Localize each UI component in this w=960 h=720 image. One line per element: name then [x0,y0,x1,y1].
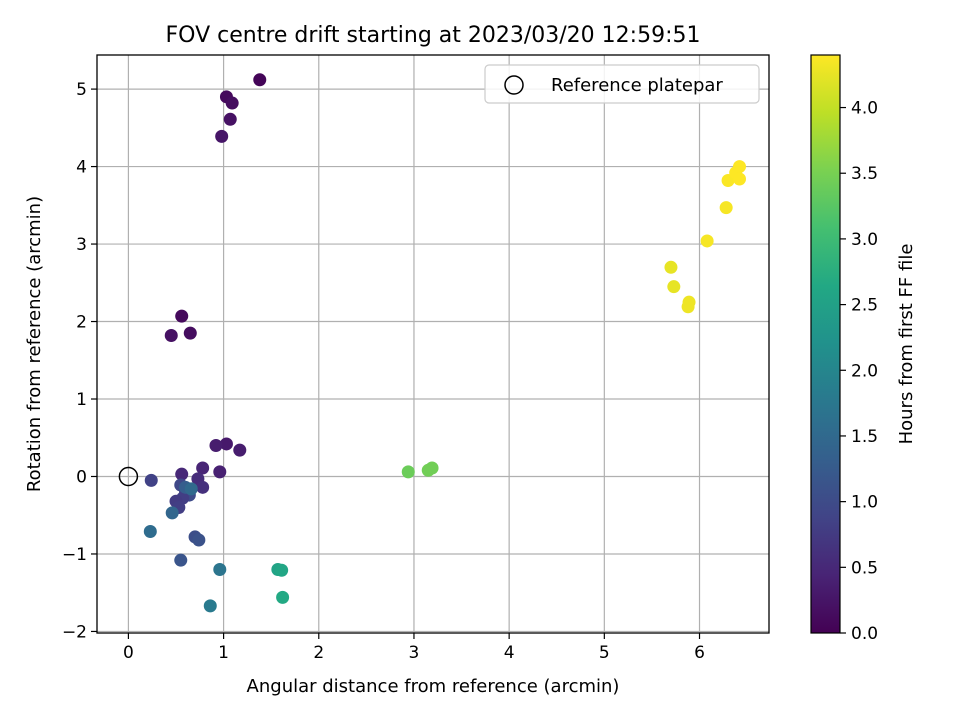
data-point [174,553,188,567]
data-point [215,129,229,143]
data-point [213,465,227,479]
x-tick-label: 0 [123,643,134,663]
data-points [143,73,746,613]
data-point [401,465,415,479]
x-tick-label: 5 [599,643,610,663]
data-point [175,309,189,323]
data-point [425,461,439,475]
data-point [681,300,695,314]
data-point [253,73,267,87]
data-point [175,467,189,481]
data-point [664,260,678,274]
colorbar-tick-label: 4.0 [851,99,878,119]
chart-title: FOV centre drift starting at 2023/03/20 … [166,23,701,48]
colorbar-tick-label: 3.0 [851,230,878,250]
legend-label: Reference platepar [551,75,723,96]
data-point [700,234,714,248]
data-point [233,443,247,457]
colorbar-tick-label: 2.0 [851,361,878,381]
reference-platepar-marker [118,466,139,487]
colorbar-tick-label: 3.5 [851,164,878,184]
x-tick-label: 6 [694,643,705,663]
colorbar-gradient [811,55,840,633]
y-tick-label: 5 [76,80,87,100]
data-point [732,172,746,186]
x-axis-label: Angular distance from reference (arcmin) [247,676,620,697]
x-tick-label: 4 [504,643,515,663]
data-point [223,112,237,126]
data-point [732,160,746,174]
data-point [144,473,158,487]
y-tick-label: 2 [76,313,87,333]
data-point [183,326,197,340]
colorbar-tick-label: 0.0 [851,624,878,644]
y-axis-label: Rotation from reference (arcmin) [24,196,45,492]
x-tick-label: 3 [409,643,420,663]
data-point [164,328,178,342]
data-point [209,438,223,452]
data-point [143,525,157,539]
colorbar-ticks: 0.0 0.5 1.0 1.5 2.0 2.5 3.0 3.5 4.0 [840,99,878,644]
y-tick-label: 3 [76,235,87,255]
y-tick-label: 0 [76,467,87,487]
grid [97,55,769,633]
data-point [275,563,289,577]
data-point [213,562,227,576]
colorbar-tick-label: 1.5 [851,427,878,447]
data-point [225,96,239,110]
legend: Reference platepar [484,64,760,104]
data-point [165,506,179,520]
legend-open-circle-icon [504,75,524,95]
data-point [203,599,217,613]
colorbar-tick-label: 1.0 [851,493,878,513]
data-point [184,482,198,496]
y-axis-ticks: −2 −1 0 1 2 3 4 5 [62,80,97,642]
plot-area: 0 1 2 3 4 5 6 −2 −1 0 1 2 3 4 5 [62,54,770,663]
colorbar-frame [810,54,841,634]
colorbar: 0.0 0.5 1.0 1.5 2.0 2.5 3.0 3.5 4.0 Hours from f… [810,54,917,644]
plot-frame [96,54,770,634]
data-point [196,461,210,475]
x-tick-label: 1 [218,643,229,663]
y-tick-label: 4 [76,158,87,178]
colorbar-tick-label: 0.5 [851,558,878,578]
data-point [196,480,210,494]
x-tick-label: 2 [313,643,324,663]
data-point [192,533,206,547]
data-point [667,280,681,294]
data-point [719,201,733,215]
data-point [276,590,290,604]
y-tick-label: −1 [62,545,87,565]
colorbar-label: Hours from first FF file [896,244,917,445]
y-tick-label: −2 [62,622,87,642]
colorbar-tick-label: 2.5 [851,296,878,316]
legend-box [484,64,760,104]
y-tick-label: 1 [76,390,87,410]
data-point [219,437,233,451]
x-axis-ticks: 0 1 2 3 4 5 6 [123,633,705,663]
